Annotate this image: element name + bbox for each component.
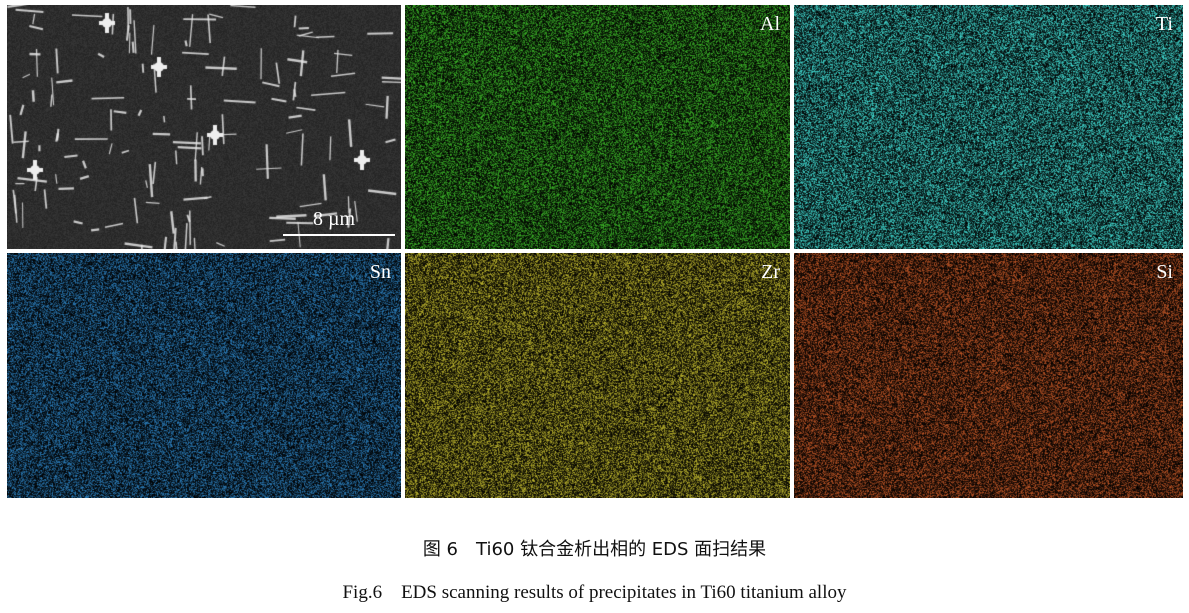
- sem-micrograph: [7, 5, 401, 249]
- element-label: Al: [760, 13, 780, 35]
- figure-caption-chinese: 图 6 Ti60 钛合金析出相的 EDS 面扫结果: [422, 539, 767, 560]
- eds-map-image: [794, 253, 1183, 498]
- sem-image-panel: 8 µm: [7, 5, 401, 249]
- eds-map-ti: Ti: [794, 5, 1183, 249]
- scale-bar-label: 8 µm: [313, 208, 356, 230]
- eds-map-sn: Sn: [7, 253, 401, 498]
- scale-bar: [283, 234, 395, 236]
- eds-map-si: Si: [794, 253, 1183, 498]
- element-label: Si: [1156, 261, 1173, 283]
- element-label: Zr: [761, 261, 780, 283]
- figure-caption-english: Fig.6 EDS scanning results of precipitat…: [342, 582, 847, 603]
- element-label: Ti: [1155, 13, 1173, 35]
- eds-map-image: [7, 253, 401, 498]
- eds-map-zr: Zr: [405, 253, 790, 498]
- eds-map-image: [794, 5, 1183, 249]
- eds-map-image: [405, 253, 790, 498]
- eds-map-image: [405, 5, 790, 249]
- element-label: Sn: [369, 261, 391, 283]
- eds-map-al: Al: [405, 5, 790, 249]
